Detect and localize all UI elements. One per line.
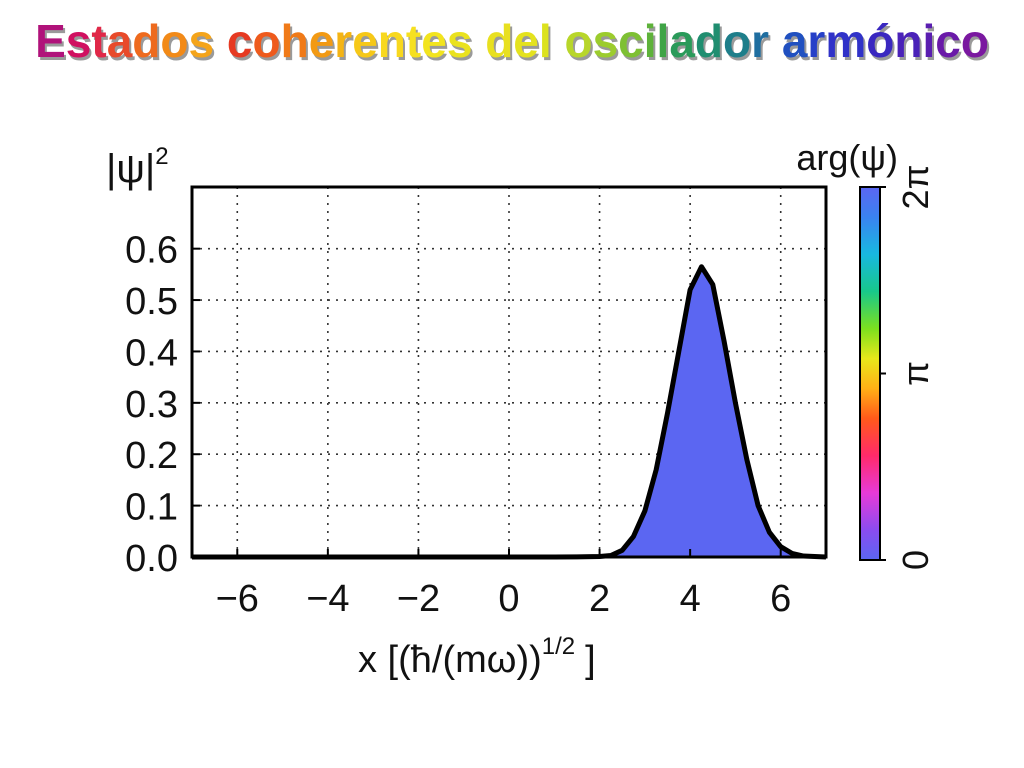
y-tick-label: 0.1 [125, 487, 178, 529]
y-tick-label: 0.4 [125, 332, 178, 374]
colorbar-tick-label: 0 [895, 550, 936, 570]
colorbar-ticks: 0 π 2π [880, 165, 936, 570]
x-tick-label: 2 [589, 578, 610, 620]
x-tick-label: 4 [680, 578, 701, 620]
y-tick-label: 0.3 [125, 384, 178, 426]
y-tick-label: 0.6 [125, 230, 178, 272]
x-tick-label: −6 [216, 578, 259, 620]
colorbar [859, 186, 881, 561]
x-tick-label: −2 [397, 578, 440, 620]
x-axis-label-main: x [(ħ/(mω)) [358, 639, 542, 681]
y-axis-label-sup: 2 [155, 143, 168, 170]
title-word: oscilador [564, 15, 770, 67]
x-tick-label: 0 [498, 578, 519, 620]
y-tick-label: 0.5 [125, 281, 178, 323]
x-axis-label: x [(ħ/(mω))1/2] [358, 633, 596, 681]
title-word: del [485, 15, 552, 67]
x-axis-label-sup: 1/2 [542, 633, 575, 660]
title-word: Estados [35, 15, 215, 67]
x-tick-label: −4 [306, 578, 349, 620]
slide-title: Estados coherentes del oscilador armónic… [0, 14, 1024, 68]
x-axis-ticks: −6 −4 −2 0 2 4 6 [216, 549, 791, 620]
x-axis-label-end: ] [585, 639, 596, 681]
density-area [192, 266, 826, 557]
colorbar-tick-label: π [895, 361, 936, 386]
y-tick-label: 0.0 [125, 538, 178, 580]
y-tick-label: 0.2 [125, 435, 178, 477]
colorbar-tick-label: 2π [895, 165, 936, 210]
x-tick-label: 6 [770, 578, 791, 620]
y-axis-label-main: |ψ| [106, 147, 155, 191]
title-word: coherentes [226, 15, 473, 67]
title-word: armónico [781, 15, 989, 67]
y-axis-ticks: 0.0 0.1 0.2 0.3 0.4 0.5 0.6 [125, 230, 200, 580]
y-axis-label: |ψ|2 [106, 143, 169, 191]
colorbar-label: arg(ψ) [796, 137, 898, 178]
